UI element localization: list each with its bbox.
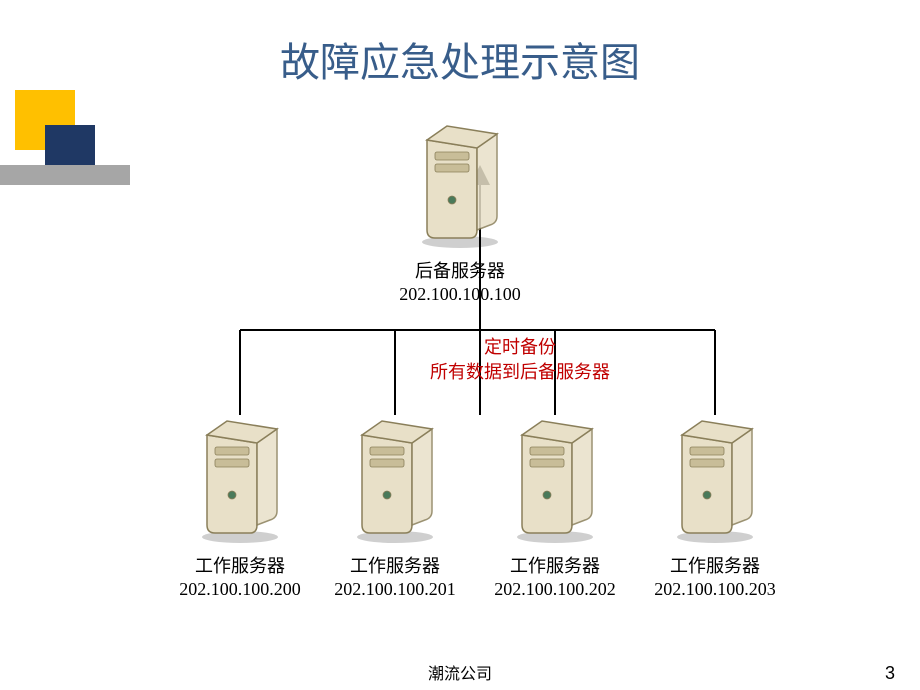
- footer-company: 潮流公司: [428, 660, 492, 684]
- work-server-label: 工作服务器 202.100.100.203: [635, 555, 795, 602]
- backup-server-icon: [415, 120, 505, 250]
- backup-server-label: 后备服务器 202.100.100.100: [380, 260, 540, 307]
- work-server-name: 工作服务器: [350, 556, 440, 576]
- work-server-ip: 202.100.100.202: [494, 579, 616, 599]
- work-server-ip: 202.100.100.200: [179, 579, 301, 599]
- work-server-ip: 202.100.100.201: [334, 579, 456, 599]
- work-server-name: 工作服务器: [510, 556, 600, 576]
- backup-note-line1: 定时备份: [484, 337, 556, 357]
- slide-title: 故障应急处理示意图: [280, 30, 640, 88]
- work-server-icon: [195, 415, 285, 545]
- work-server-icon: [670, 415, 760, 545]
- work-server-name: 工作服务器: [670, 556, 760, 576]
- backup-server-ip: 202.100.100.100: [399, 284, 521, 304]
- work-server-ip: 202.100.100.203: [654, 579, 776, 599]
- work-server-label: 工作服务器 202.100.100.202: [475, 555, 635, 602]
- work-server-icon: [510, 415, 600, 545]
- work-server-name: 工作服务器: [195, 556, 285, 576]
- backup-note: 定时备份 所有数据到后备服务器: [430, 335, 610, 385]
- backup-note-line2: 所有数据到后备服务器: [430, 362, 610, 382]
- page-number: 3: [885, 663, 895, 684]
- deco-grey-bar: [0, 165, 130, 185]
- work-server-label: 工作服务器 202.100.100.200: [160, 555, 320, 602]
- work-server-label: 工作服务器 202.100.100.201: [315, 555, 475, 602]
- backup-server-name: 后备服务器: [415, 261, 505, 281]
- work-server-icon: [350, 415, 440, 545]
